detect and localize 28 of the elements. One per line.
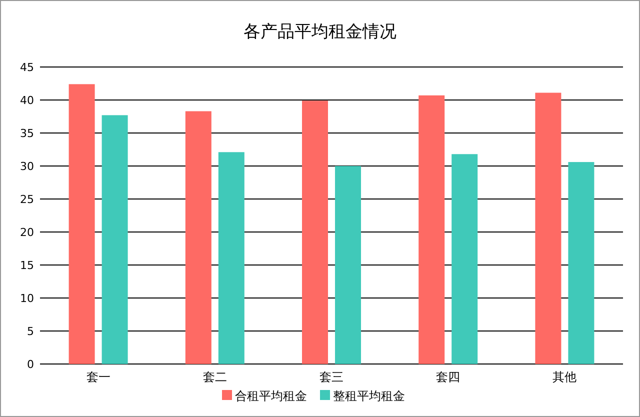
bar xyxy=(452,154,478,364)
bar xyxy=(185,111,212,364)
y-tick-label: 20 xyxy=(20,226,34,239)
y-tick-label: 5 xyxy=(27,325,34,338)
legend-label: 合租平均租金 xyxy=(235,389,307,403)
y-tick-label: 10 xyxy=(20,292,34,305)
x-tick-label: 套一 xyxy=(86,370,110,384)
y-tick-label: 35 xyxy=(20,127,34,140)
x-tick-label: 套四 xyxy=(436,370,460,384)
y-tick-label: 0 xyxy=(27,358,34,371)
bar xyxy=(535,92,562,364)
y-tick-label: 30 xyxy=(20,160,34,173)
bar xyxy=(218,152,244,364)
y-tick-label: 25 xyxy=(20,193,34,206)
bar xyxy=(68,84,95,364)
y-tick-label: 15 xyxy=(20,259,34,272)
chart-title: 各产品平均租金情况 xyxy=(244,22,396,42)
bar xyxy=(102,115,128,364)
bar xyxy=(418,95,445,364)
bar xyxy=(335,166,361,364)
x-tick-label: 套二 xyxy=(202,370,227,384)
bar xyxy=(302,100,328,364)
y-tick-label: 40 xyxy=(20,94,34,107)
legend-label: 整租平均租金 xyxy=(333,389,405,403)
x-tick-label: 其他 xyxy=(552,370,577,384)
x-tick-label: 套三 xyxy=(320,370,344,384)
bar xyxy=(568,162,594,364)
y-tick-label: 45 xyxy=(20,61,34,74)
